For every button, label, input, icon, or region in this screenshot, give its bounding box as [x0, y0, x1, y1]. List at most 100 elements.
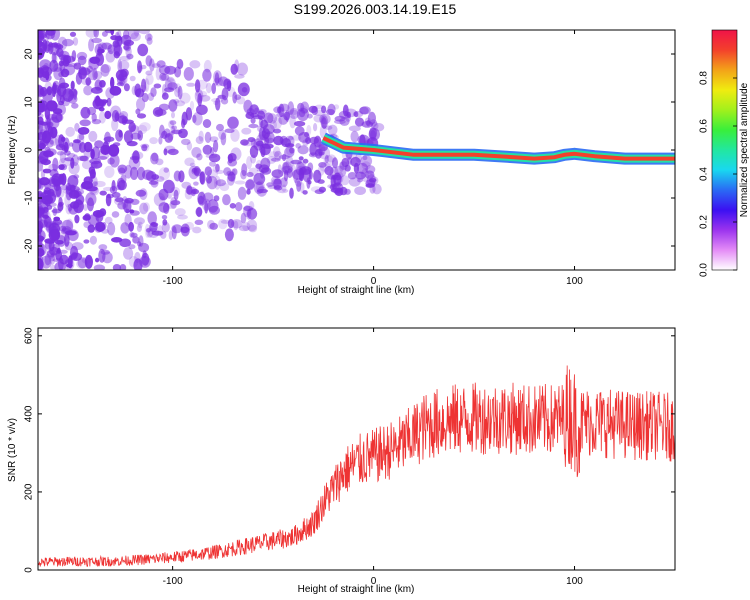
heatmap-blob	[108, 144, 120, 157]
heatmap-blob	[140, 64, 147, 70]
heatmap-blob	[141, 78, 147, 93]
heatmap-xtick-label: 100	[566, 276, 583, 287]
heatmap-blob	[140, 143, 150, 149]
heatmap-blob	[223, 78, 232, 90]
heatmap-blob	[52, 82, 58, 95]
heatmap-blob	[38, 132, 47, 141]
heatmap-blob	[158, 65, 171, 75]
heatmap-blob	[353, 111, 359, 118]
heatmap-blob	[93, 30, 99, 38]
heatmap-blob	[317, 179, 325, 184]
snr-xtick-label: -100	[163, 576, 183, 587]
heatmap-blob	[123, 130, 134, 144]
heatmap-blob	[58, 225, 67, 232]
heatmap-blob	[234, 59, 240, 73]
heatmap-blob	[83, 85, 93, 96]
heatmap-blob	[71, 50, 77, 62]
heatmap-blob	[79, 155, 89, 162]
heatmap-blob	[74, 122, 80, 132]
heatmap-blob	[110, 35, 119, 41]
heatmap-blob	[137, 166, 146, 181]
heatmap-blob	[40, 159, 51, 166]
heatmap-blob	[63, 63, 76, 76]
heatmap-blob	[204, 166, 212, 177]
heatmap-blob	[167, 132, 174, 141]
heatmap-blob	[203, 192, 214, 202]
heatmap-blob	[117, 30, 122, 41]
heatmap-blob	[318, 162, 327, 168]
heatmap-blob	[273, 146, 281, 158]
heatmap-blob	[133, 217, 145, 225]
heatmap-blob	[128, 122, 136, 133]
heatmap-blob	[42, 206, 49, 219]
heatmap-blob	[83, 204, 88, 211]
heatmap-blob	[297, 145, 309, 155]
heatmap-blob	[177, 85, 183, 100]
colorbar-gradient	[711, 29, 738, 271]
heatmap-blob	[114, 197, 124, 203]
heatmap-blob	[104, 110, 112, 120]
heatmap-blob	[202, 68, 212, 82]
heatmap-blob	[52, 219, 63, 226]
heatmap-blob	[365, 165, 376, 174]
heatmap-blob	[118, 113, 125, 118]
heatmap-blob	[146, 227, 154, 238]
heatmap-blob	[117, 59, 122, 73]
snr-xtick-label: 0	[371, 576, 377, 587]
heatmap-blob	[350, 130, 359, 143]
heatmap-blob	[144, 78, 150, 92]
heatmap-blob	[183, 67, 194, 81]
heatmap-blob	[184, 221, 194, 231]
heatmap-blob	[146, 37, 153, 45]
heatmap-blob	[38, 103, 44, 109]
heatmap-blob	[58, 134, 65, 148]
heatmap-blob	[191, 147, 202, 158]
heatmap-blob	[125, 208, 130, 214]
heatmap-blob	[95, 222, 100, 231]
heatmap-blob	[220, 219, 230, 224]
heatmap-blob	[171, 226, 177, 240]
heatmap-blob	[100, 249, 111, 255]
heatmap-blob	[278, 154, 290, 160]
heatmap-blob	[128, 256, 139, 268]
heatmap-blob	[334, 187, 344, 197]
heatmap-blob	[279, 135, 288, 146]
heatmap-blob	[55, 184, 62, 198]
heatmap-blob	[100, 64, 112, 74]
heatmap-ylabel: Frequency (Hz)	[7, 116, 18, 185]
heatmap-blob	[256, 188, 269, 194]
heatmap-blob	[147, 92, 155, 102]
heatmap-blob	[258, 164, 270, 173]
heatmap-blob	[248, 167, 258, 177]
heatmap-blob	[48, 222, 61, 235]
heatmap-ytick-label: -10	[24, 190, 35, 205]
heatmap-blob	[87, 197, 94, 212]
heatmap-blob	[147, 33, 152, 40]
heatmap-blob	[181, 111, 188, 126]
heatmap-blob	[290, 159, 302, 165]
heatmap-blob	[247, 137, 256, 143]
heatmap-blob	[311, 105, 319, 116]
heatmap-blob	[207, 219, 215, 230]
heatmap-blob	[58, 101, 65, 106]
heatmap-blob	[204, 131, 212, 144]
heatmap-blob	[291, 164, 296, 177]
heatmap-blob	[167, 148, 179, 156]
heatmap-blob	[289, 187, 294, 199]
heatmap-blob	[40, 255, 52, 269]
heatmap-blob	[137, 124, 148, 135]
heatmap-blob	[43, 218, 52, 231]
snr-ytick-label: 600	[24, 327, 35, 344]
heatmap-blob	[73, 62, 82, 70]
heatmap-blob	[78, 133, 85, 141]
heatmap-blob	[117, 164, 128, 174]
heatmap-blob	[202, 119, 212, 128]
heatmap-blob	[235, 202, 243, 212]
heatmap-blob	[299, 182, 305, 194]
heatmap-blob	[102, 141, 110, 155]
heatmap-xtick-label: 0	[371, 276, 377, 287]
heatmap-blob	[213, 100, 219, 106]
heatmap-blob	[129, 75, 136, 82]
heatmap-blob	[177, 214, 188, 220]
colorbar-label: Normalized spectral amplitude	[739, 82, 750, 217]
